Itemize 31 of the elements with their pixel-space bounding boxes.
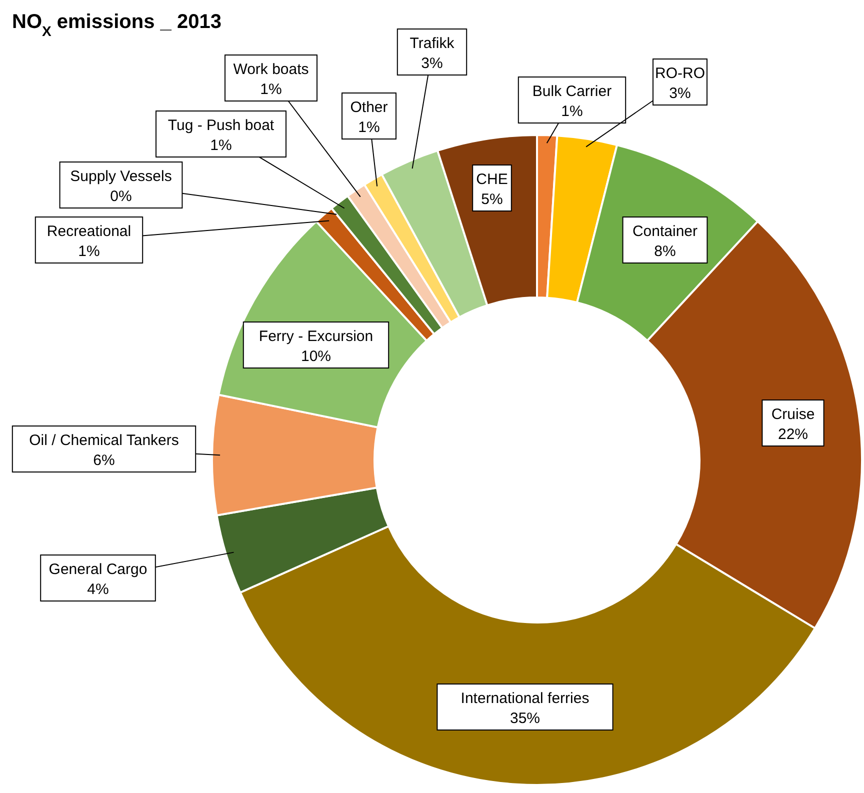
- slice-label: Oil / Chemical Tankers: [29, 432, 179, 449]
- data-label: 4%: [87, 581, 109, 598]
- data-label: 10%: [300, 348, 332, 365]
- slice-label: Trafikk: [410, 35, 455, 52]
- slice-label: Bulk Carrier: [532, 83, 612, 100]
- slice-label: International ferries: [460, 690, 590, 707]
- slice-label: Work boats: [233, 61, 309, 78]
- chart-title: NO$_{X}$ emissions _ 2013: [12, 11, 222, 39]
- slice-label: Tug - Push boat: [168, 117, 275, 134]
- slice-label: Container: [632, 223, 698, 240]
- slice-label: RO-RO: [655, 65, 705, 82]
- data-label: 1%: [260, 81, 282, 98]
- data-label: 1%: [358, 119, 380, 136]
- data-label: 3%: [669, 85, 691, 102]
- slice-label: CHE: [476, 171, 508, 188]
- text: 0%: [110, 188, 132, 205]
- slice-label: Cruise: [771, 406, 815, 423]
- category-label: Supply Vessels: [70, 168, 172, 185]
- data-label: 1%: [210, 137, 232, 154]
- data-label: 22%: [778, 426, 808, 443]
- data-label: 35%: [510, 710, 540, 727]
- slice-label: General Cargo: [48, 561, 148, 578]
- data-label: 1%: [78, 243, 100, 260]
- data-label: 8%: [654, 243, 676, 260]
- data-label: 5%: [481, 191, 503, 208]
- slice-label: Recreational: [46, 223, 132, 240]
- slice-label: Other: [350, 99, 388, 116]
- data-label: 3%: [421, 55, 443, 72]
- slice-label: Ferry - Excursion: [258, 328, 374, 345]
- data-label: 1%: [561, 103, 583, 120]
- data-label: 6%: [93, 452, 115, 469]
